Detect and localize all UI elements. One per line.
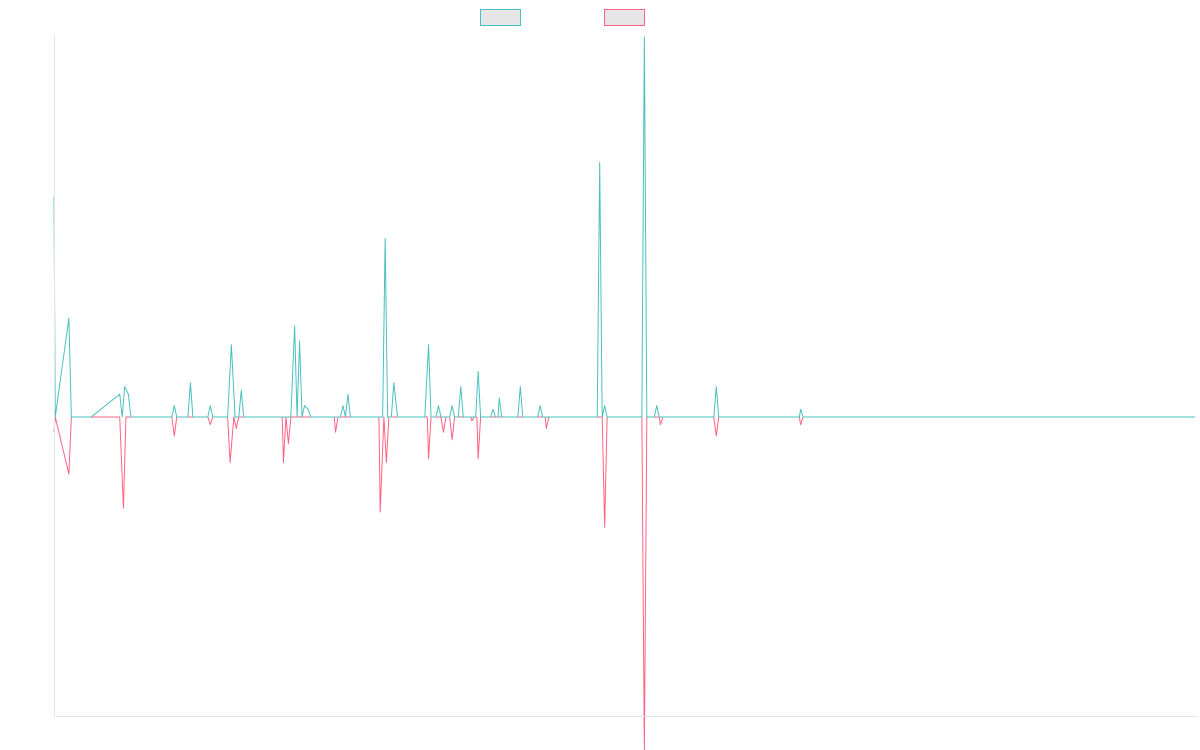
series-line-1 — [53, 36, 1195, 418]
series-layer — [53, 36, 1195, 750]
legend — [480, 9, 645, 26]
series-line-2 — [53, 416, 1195, 750]
legend-swatch-2[interactable] — [604, 9, 645, 26]
legend-swatch-1[interactable] — [480, 9, 521, 26]
